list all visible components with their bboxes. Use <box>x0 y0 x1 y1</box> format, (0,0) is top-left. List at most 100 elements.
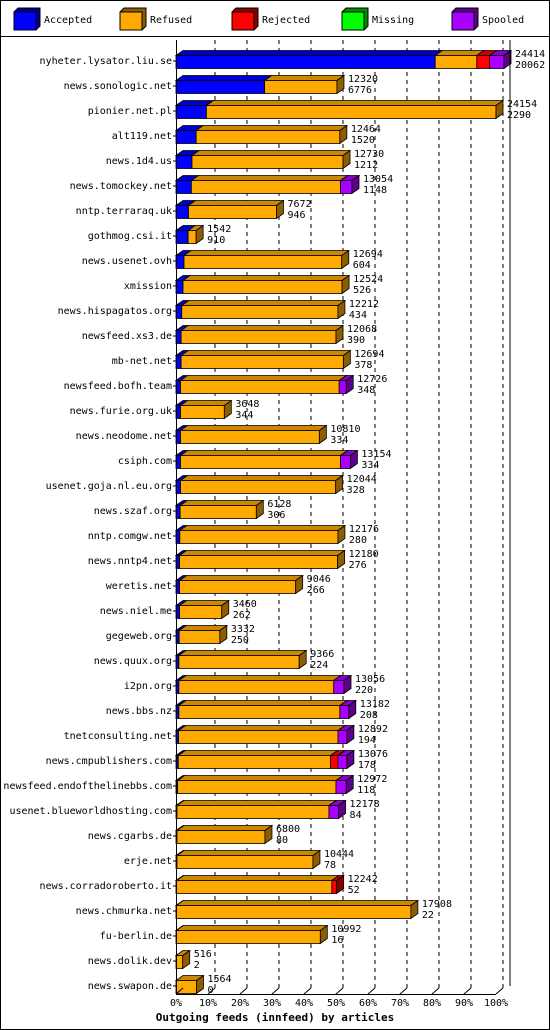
bar-segment-top <box>175 875 341 881</box>
bar-segment-side <box>336 74 345 95</box>
bar-segment <box>178 705 341 719</box>
bar-segment-side <box>195 224 204 245</box>
bar-segment-top <box>182 250 351 256</box>
bar-accepted-label: 262 <box>233 610 251 621</box>
bar-total-label: 12972 <box>357 774 387 785</box>
row-label: newsfeed.endofthelinebbs.com <box>3 781 172 792</box>
row-label: i2pn.org <box>124 681 172 692</box>
bar-segment <box>339 705 350 719</box>
bar-total-label: 12320 <box>348 74 378 85</box>
bar-accepted-label: 118 <box>357 785 375 796</box>
bar-accepted-label: 1148 <box>363 185 387 196</box>
row-label: xmission <box>124 281 172 292</box>
row-label: alt119.net <box>112 131 172 142</box>
bar-segment <box>180 405 225 419</box>
bar-segment <box>180 380 340 394</box>
bar-segment-top <box>205 100 505 106</box>
bar-accepted-label: 22 <box>422 910 434 921</box>
bar-segment <box>179 505 257 519</box>
bar-accepted-label: 1212 <box>354 160 378 171</box>
bar-total-label: 3332 <box>231 624 255 635</box>
row-label: news.cgarbs.de <box>88 831 172 842</box>
x-tick <box>271 987 280 995</box>
x-tick <box>463 987 472 995</box>
bar-segment <box>177 780 337 794</box>
bar-accepted-label: 276 <box>349 560 367 571</box>
bar-accepted-label: 20062 <box>515 60 545 71</box>
bar-segment <box>175 930 321 944</box>
bar-accepted-label: 266 <box>307 585 325 596</box>
bar-segment <box>175 80 266 94</box>
bar-accepted-label: 348 <box>357 385 375 396</box>
bar-total-label: 12044 <box>347 474 377 485</box>
bar-total-label: 13182 <box>360 699 390 710</box>
bar-total-label: 3460 <box>233 599 257 610</box>
row-label: newsfeed.xs3.de <box>82 331 172 342</box>
bar-total-label: 6128 <box>267 499 291 510</box>
bar-segment-top <box>176 775 345 781</box>
x-tick-label: 10% <box>199 998 217 1009</box>
bar-total-label: 12242 <box>348 874 378 885</box>
bar-segment-top <box>181 275 351 281</box>
bar-segment-side <box>348 699 357 720</box>
bar-total-label: 3648 <box>235 399 259 410</box>
bar-total-label: 6800 <box>276 824 300 835</box>
row-label: nntp.comgw.net <box>88 531 172 542</box>
bar-total-label: 12694 <box>354 349 384 360</box>
x-tick-label: 20% <box>231 998 249 1009</box>
bar-segment-top <box>175 850 322 856</box>
bar-segment-side <box>343 674 352 695</box>
row-label: usenet.goja.nl.eu.org <box>46 481 172 492</box>
bar-segment-top <box>178 600 231 606</box>
bar-accepted-label: 208 <box>360 710 378 721</box>
bar-segment-top <box>178 525 347 531</box>
bar-total-label: 1542 <box>207 224 231 235</box>
row-label: news.szaf.org <box>94 506 172 517</box>
legend-label: Refused <box>150 15 192 26</box>
row-label: gothmog.csi.it <box>88 231 172 242</box>
bar-segment-side <box>341 274 350 295</box>
bar-segment <box>330 755 339 769</box>
x-tick-label: 40% <box>295 998 313 1009</box>
row-label: news.niel.me <box>100 606 172 617</box>
bar-segment-side <box>255 499 264 520</box>
bar-segment <box>337 755 348 769</box>
bar-accepted-label: 2 <box>194 960 200 971</box>
bar-segment-side <box>276 199 284 220</box>
bar-accepted-label: 306 <box>267 510 285 521</box>
bar-segment <box>181 305 339 319</box>
bar-segment-top <box>177 700 349 706</box>
bar-segment <box>180 455 341 469</box>
bar-segment-top <box>179 375 348 381</box>
bar-segment-side <box>221 599 230 620</box>
bar-accepted-label: 344 <box>235 410 253 421</box>
x-tick <box>495 987 504 995</box>
bar-segment <box>191 155 344 169</box>
bar-segment <box>335 780 347 794</box>
bar-segment-top <box>175 925 329 931</box>
row-label: news.nntp4.net <box>88 556 172 567</box>
row-label: news.quux.org <box>94 656 172 667</box>
bar-segment <box>175 55 436 69</box>
legend-swatch-face <box>119 11 143 31</box>
legend-swatch-face <box>451 11 475 31</box>
bar-segment-side <box>345 374 354 395</box>
bar-segment-top <box>177 675 343 681</box>
bar-accepted-label: 52 <box>348 885 360 896</box>
bar-segment-side <box>319 924 328 945</box>
bar-segment-top <box>175 800 338 806</box>
bar-accepted-label: 434 <box>349 310 367 321</box>
bar-segment-top <box>179 475 344 481</box>
row-label: news.cmpublishers.com <box>46 756 172 767</box>
bar-segment-top <box>175 900 420 906</box>
bar-segment-top <box>179 425 328 431</box>
x-tick <box>431 987 440 995</box>
